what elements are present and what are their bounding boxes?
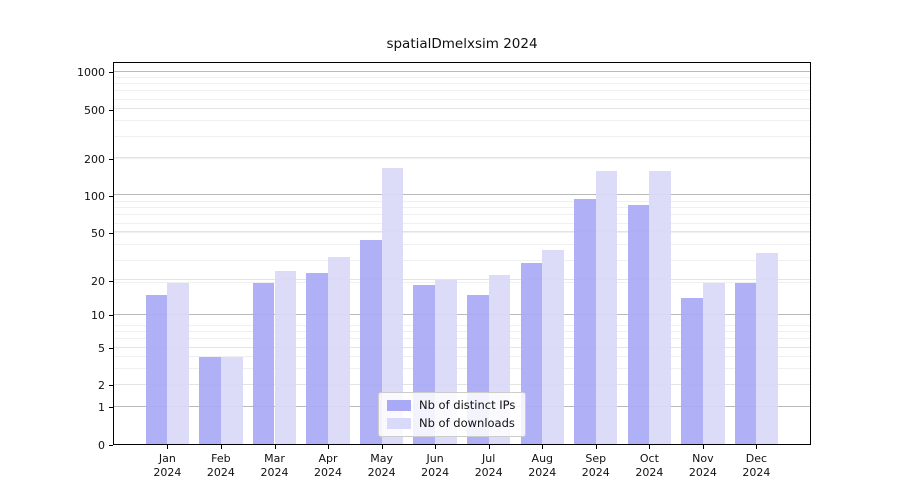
x-tick-mark xyxy=(274,445,276,449)
plot-area: Nb of distinct IPs Nb of downloads xyxy=(113,62,811,445)
legend-row-distinct-ips: Nb of distinct IPs xyxy=(387,399,515,412)
bar-distinct-ips-dec xyxy=(734,282,757,444)
y-tick-mark xyxy=(109,195,113,197)
bar-downloads-apr xyxy=(328,257,350,444)
legend-swatch-distinct-ips xyxy=(387,400,411,411)
x-tick-label-may: May 2024 xyxy=(367,452,396,479)
y-tick-label: 5 xyxy=(98,342,105,355)
gridline xyxy=(114,108,810,110)
bar-downloads-oct xyxy=(649,170,672,444)
x-tick-label-jun: Jun 2024 xyxy=(421,452,450,479)
bar-downloads-mar xyxy=(274,270,297,444)
x-tick-mark xyxy=(381,445,383,449)
bar-distinct-ips-jan xyxy=(145,294,168,444)
bar-distinct-ips-may xyxy=(359,240,382,444)
y-tick-mark xyxy=(109,158,113,160)
y-tick-label: 1000 xyxy=(77,66,105,80)
y-tick-label: 10 xyxy=(91,309,105,323)
gridline xyxy=(114,231,810,233)
bar-distinct-ips-sep xyxy=(574,199,596,444)
gridline xyxy=(114,98,810,100)
x-tick-label-sep: Sep 2024 xyxy=(581,452,610,479)
x-tick-label-feb: Feb 2024 xyxy=(206,452,235,479)
gridline xyxy=(114,207,810,208)
y-tick-label: 200 xyxy=(84,152,105,166)
gridline xyxy=(114,222,810,224)
gridline xyxy=(114,83,810,84)
x-tick-label-nov: Nov 2024 xyxy=(688,452,717,479)
y-tick-mark xyxy=(109,72,113,74)
legend: Nb of distinct IPs Nb of downloads xyxy=(378,392,527,437)
x-tick-mark xyxy=(649,445,651,449)
gridline xyxy=(114,232,810,234)
x-tick-label-aug: Aug 2024 xyxy=(528,452,557,479)
gridline xyxy=(114,76,810,78)
x-tick-mark xyxy=(702,445,704,449)
x-tick-mark xyxy=(488,445,490,449)
x-tick-label-jul: Jul 2024 xyxy=(474,452,503,479)
y-tick-label: 20 xyxy=(91,274,105,288)
x-tick-label-oct: Oct 2024 xyxy=(635,452,664,479)
gridline xyxy=(114,279,810,280)
bar-distinct-ips-mar xyxy=(252,282,275,444)
bar-distinct-ips-nov xyxy=(681,298,703,444)
gridline xyxy=(114,214,810,216)
y-tick-mark xyxy=(109,315,113,317)
y-tick-label: 500 xyxy=(84,103,105,117)
gridline xyxy=(114,70,810,72)
bar-downloads-sep xyxy=(595,171,618,444)
y-tick-mark xyxy=(109,348,113,349)
y-tick-mark xyxy=(109,444,113,446)
x-tick-mark xyxy=(220,445,222,449)
bar-downloads-may xyxy=(381,167,404,444)
legend-label-distinct-ips: Nb of distinct IPs xyxy=(419,398,516,412)
bar-downloads-aug xyxy=(542,249,564,444)
y-tick-mark xyxy=(109,109,113,111)
y-tick-label: 100 xyxy=(84,189,105,203)
y-tick-label: 2 xyxy=(98,379,105,393)
bar-downloads-nov xyxy=(702,282,725,444)
legend-row-downloads: Nb of downloads xyxy=(387,417,515,430)
x-tick-label-dec: Dec 2024 xyxy=(742,452,771,479)
bar-downloads-dec xyxy=(756,252,779,444)
bar-distinct-ips-apr xyxy=(306,272,328,444)
gridline xyxy=(114,135,810,137)
gridline xyxy=(114,108,810,110)
gridline xyxy=(114,157,810,159)
y-tick-mark xyxy=(109,280,113,282)
x-tick-mark xyxy=(542,445,544,449)
gridline xyxy=(114,157,810,159)
gridline xyxy=(114,259,810,261)
y-tick-mark xyxy=(109,232,113,234)
x-tick-mark xyxy=(435,445,437,449)
x-tick-mark xyxy=(595,445,597,449)
x-tick-mark xyxy=(756,445,758,449)
gridline xyxy=(114,120,810,122)
x-tick-mark xyxy=(167,445,169,449)
y-tick-mark xyxy=(109,385,113,387)
chart-title: spatialDmelxsim 2024 xyxy=(386,36,538,52)
gridline xyxy=(114,200,810,202)
bar-downloads-jan xyxy=(167,282,190,444)
legend-swatch-downloads xyxy=(387,418,411,429)
x-tick-label-mar: Mar 2024 xyxy=(260,452,289,479)
gridline xyxy=(114,244,810,246)
gridline xyxy=(114,90,810,92)
legend-label-downloads: Nb of downloads xyxy=(419,416,515,430)
x-tick-label-jan: Jan 2024 xyxy=(153,452,182,479)
y-tick-label: 50 xyxy=(91,226,105,240)
bar-distinct-ips-oct xyxy=(627,205,650,444)
gridline xyxy=(114,194,810,196)
y-tick-label: 1 xyxy=(98,401,105,415)
x-tick-mark xyxy=(328,445,329,449)
x-tick-label-apr: Apr 2024 xyxy=(314,452,342,479)
bar-downloads-feb xyxy=(220,357,243,444)
y-tick-label: 0 xyxy=(98,438,105,452)
bar-distinct-ips-feb xyxy=(199,357,221,444)
y-tick-mark xyxy=(109,407,113,409)
